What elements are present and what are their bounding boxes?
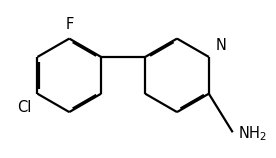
Text: Cl: Cl bbox=[18, 100, 32, 115]
Text: N: N bbox=[216, 38, 226, 53]
Text: F: F bbox=[65, 17, 73, 32]
Text: NH$_2$: NH$_2$ bbox=[238, 125, 267, 143]
